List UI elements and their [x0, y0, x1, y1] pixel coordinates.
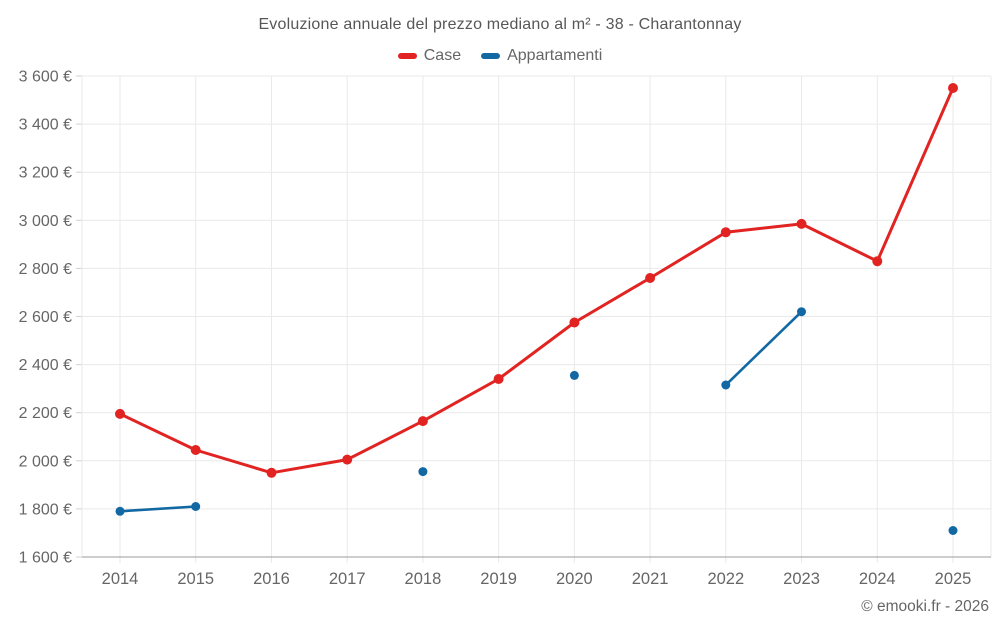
chart-title: Evoluzione annuale del prezzo mediano al… — [258, 16, 742, 33]
y-tick-label: 3 000 € — [19, 213, 72, 230]
appartamenti-series-label: Appartamenti — [507, 47, 603, 64]
case-point-2015 — [190, 445, 201, 455]
appartamenti-line — [120, 312, 953, 531]
case-point-2025 — [948, 83, 958, 93]
appartamenti-series-swatch-icon — [481, 53, 501, 59]
x-tick-label: 2025 — [935, 570, 972, 588]
x-tick-label: 2023 — [783, 570, 820, 588]
x-tick-label: 2021 — [632, 570, 669, 588]
case-point-2019 — [493, 374, 504, 384]
case-point-2020 — [569, 317, 580, 328]
copyright-text: © emooki.fr - 2026 — [861, 598, 989, 615]
case-point-2017 — [342, 454, 353, 465]
appartamenti-point-2025 — [948, 526, 958, 535]
appartamenti-point-2023 — [797, 307, 806, 317]
case-point-2022 — [720, 227, 731, 238]
x-tick-label: 2016 — [253, 570, 290, 588]
y-tick-label: 3 200 € — [19, 165, 72, 182]
case-series-label: Case — [423, 47, 462, 64]
y-tick-label: 3 400 € — [19, 117, 72, 134]
case-point-2016 — [266, 467, 277, 478]
x-tick-label: 2019 — [480, 570, 517, 588]
y-tick-label: 2 600 € — [19, 309, 72, 326]
x-tick-label: 2022 — [707, 570, 744, 588]
case-point-2024 — [872, 256, 883, 267]
legend-item-appartamenti[interactable]: Appartamenti — [481, 47, 602, 65]
y-tick-label: 2 400 € — [19, 357, 72, 374]
appartamenti-point-2014 — [115, 506, 125, 516]
x-tick-label: 2020 — [556, 570, 593, 588]
case-series-swatch-icon — [397, 53, 417, 59]
y-tick-label: 2 000 € — [19, 453, 72, 470]
x-tick-label: 2014 — [102, 570, 139, 588]
case-point-2014 — [115, 408, 125, 419]
x-tick-label: 2017 — [329, 570, 366, 588]
appartamenti-point-2020 — [569, 370, 579, 380]
x-tick-label: 2018 — [405, 570, 442, 588]
chart-legend: Case Appartamenti — [0, 47, 1000, 65]
x-tick-label: 2024 — [859, 570, 896, 588]
appartamenti-point-2018 — [418, 467, 428, 477]
y-tick-label: 1 800 € — [19, 501, 72, 518]
case-point-2021 — [645, 273, 656, 283]
appartamenti-point-2015 — [191, 502, 201, 511]
y-tick-label: 2 800 € — [19, 261, 72, 278]
y-tick-label: 2 200 € — [19, 405, 72, 422]
case-line — [118, 86, 955, 475]
y-tick-label: 1 600 € — [19, 550, 72, 567]
case-point-2018 — [417, 416, 428, 427]
legend-item-case[interactable]: Case — [397, 47, 462, 65]
appartamenti-point-2022 — [721, 380, 731, 390]
x-tick-label: 2015 — [177, 570, 214, 588]
case-point-2023 — [796, 218, 807, 229]
y-tick-label: 3 600 € — [19, 69, 72, 86]
